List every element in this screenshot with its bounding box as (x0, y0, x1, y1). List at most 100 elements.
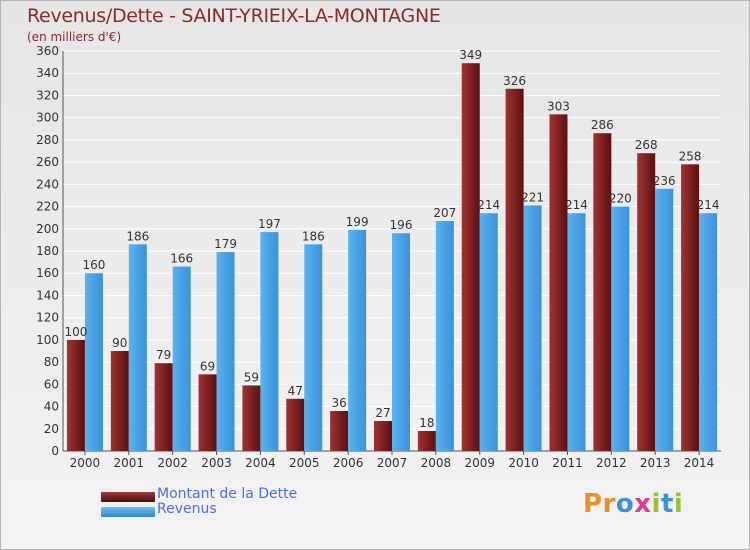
logo-letter: i (673, 489, 684, 519)
legend-swatch-revenus (101, 507, 155, 517)
axis-layer: 0 20 40 60 80 100 120 140 160 180 200 220 240 260 280 3… (36, 44, 721, 470)
legend-swatch-dette (101, 492, 155, 502)
x-tick-label: 2011 (552, 456, 583, 470)
bar-dette (66, 339, 85, 451)
bar-revenus (128, 244, 147, 451)
x-tick-label: 2014 (684, 456, 715, 470)
data-label: 166 (170, 252, 193, 266)
chart-subtitle: (en milliers d'€) (27, 30, 122, 44)
y-tick-label: 40 (44, 400, 59, 414)
data-label: 268 (635, 138, 658, 152)
bar-dette (593, 133, 612, 451)
logo-letter: x (634, 489, 652, 519)
bar-revenus (479, 213, 498, 451)
bar-revenus (611, 206, 630, 451)
label-layer: 100 160 90 186 79 166 69 179 59 197 47 186 36 199 27 19… (64, 48, 719, 430)
data-label: 160 (82, 258, 105, 272)
bar-revenus (435, 221, 454, 451)
bar-dette (242, 385, 261, 451)
x-tick-label: 2001 (114, 456, 145, 470)
x-tick-label: 2010 (508, 456, 539, 470)
x-tick-label: 2008 (421, 456, 452, 470)
data-label: 214 (477, 198, 500, 212)
data-label: 326 (503, 74, 526, 88)
data-label: 258 (679, 149, 702, 163)
data-label: 214 (565, 198, 588, 212)
data-label: 220 (609, 192, 632, 206)
data-label: 47 (288, 384, 303, 398)
bar-dette (154, 363, 173, 451)
x-tick-label: 2000 (70, 456, 101, 470)
bar-dette (637, 153, 656, 451)
data-label: 59 (244, 370, 259, 384)
x-tick-label: 2007 (377, 456, 408, 470)
data-label: 207 (433, 206, 456, 220)
logo-letter: P (583, 489, 603, 519)
x-tick-label: 2005 (289, 456, 320, 470)
data-label: 100 (64, 325, 87, 339)
logo-letter: t (660, 489, 674, 519)
y-tick-label: 0 (51, 444, 59, 458)
logo-letter: i (651, 489, 661, 519)
x-tick-label: 2009 (464, 456, 495, 470)
data-label: 186 (126, 229, 149, 243)
y-tick-label: 160 (36, 266, 59, 280)
data-label: 69 (200, 359, 215, 373)
data-label: 186 (302, 229, 325, 243)
bar-revenus (523, 205, 542, 451)
bar-revenus (260, 232, 279, 451)
bar-dette (198, 374, 217, 451)
data-label: 90 (112, 336, 127, 350)
data-label: 197 (258, 217, 281, 231)
y-tick-label: 60 (44, 377, 59, 391)
y-tick-label: 340 (36, 66, 59, 80)
data-label: 236 (653, 174, 676, 188)
y-tick-label: 80 (44, 355, 59, 369)
y-tick-label: 240 (36, 177, 59, 191)
bar-dette (286, 398, 305, 451)
bar-revenus (172, 266, 191, 451)
data-label: 196 (390, 218, 413, 232)
y-tick-label: 100 (36, 333, 59, 347)
data-label: 179 (214, 237, 237, 251)
data-label: 199 (346, 215, 369, 229)
y-tick-label: 280 (36, 133, 59, 147)
y-tick-label: 180 (36, 244, 59, 258)
y-tick-label: 20 (44, 422, 59, 436)
bar-revenus (304, 244, 323, 451)
logo-letter: r (602, 489, 616, 519)
y-tick-label: 260 (36, 155, 59, 169)
legend-label-dette: Montant de la Dette (157, 486, 298, 502)
bar-dette (417, 431, 436, 451)
y-tick-label: 360 (36, 44, 59, 58)
data-label: 18 (419, 416, 434, 430)
bar-revenus (392, 233, 410, 451)
legend-item-dette: Montant de la Dette (101, 486, 297, 505)
x-tick-label: 2013 (640, 456, 671, 470)
x-tick-label: 2006 (333, 456, 364, 470)
data-label: 286 (591, 118, 614, 132)
x-tick-label: 2004 (245, 456, 276, 470)
y-tick-label: 320 (36, 88, 59, 102)
bar-dette (505, 88, 524, 452)
y-tick-label: 220 (36, 200, 59, 214)
data-label: 27 (375, 406, 390, 420)
data-label: 349 (459, 48, 482, 62)
chart-title: Revenus/Dette - SAINT-YRIEIX-LA-MONTAGNE (27, 5, 441, 27)
bar-dette (374, 421, 392, 451)
x-tick-label: 2003 (201, 456, 232, 470)
bar-layer (66, 63, 718, 452)
x-tick-label: 2002 (157, 456, 188, 470)
y-tick-label: 200 (36, 222, 59, 236)
bar-revenus (699, 213, 718, 451)
data-label: 36 (331, 396, 346, 410)
bar-revenus (567, 213, 586, 451)
bar-revenus (655, 188, 674, 451)
y-tick-label: 140 (36, 288, 59, 302)
bar-revenus (216, 252, 235, 451)
data-label: 303 (547, 99, 570, 113)
legend-label-revenus: Revenus (157, 501, 217, 517)
data-label: 214 (697, 198, 720, 212)
y-tick-label: 300 (36, 111, 59, 125)
